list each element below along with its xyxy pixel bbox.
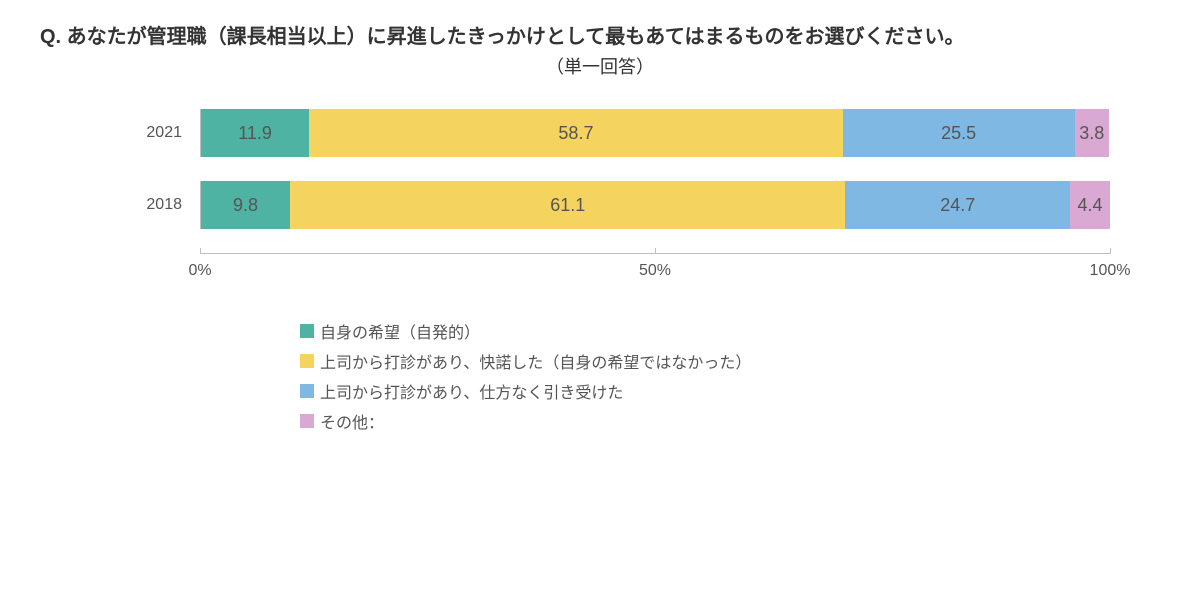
legend-item: 自身の希望（自発的） (300, 319, 1160, 343)
bar-segment: 58.7 (309, 109, 843, 157)
bar-segment: 3.8 (1075, 109, 1110, 157)
legend-label: その他： (320, 409, 384, 433)
bar-segment: 24.7 (845, 181, 1070, 229)
legend-label: 自身の希望（自発的） (320, 319, 480, 343)
axis-tick (200, 248, 201, 254)
chart-legend: 自身の希望（自発的） 上司から打診があり、快諾した（自身の希望ではなかった） 上司か… (300, 319, 1160, 433)
x-axis: 0%50%100% (200, 253, 1110, 289)
bar-segment: 4.4 (1070, 181, 1110, 229)
bar-row: 20189.861.124.74.4 (120, 181, 1110, 229)
legend-label: 上司から打診があり、仕方なく引き受けた (320, 379, 623, 403)
bar-segment: 9.8 (201, 181, 290, 229)
question-title: Q. あなたが管理職（課長相当以上）に昇進したきっかけとして最もあてはまるものを… (40, 20, 1160, 49)
legend-item: その他： (300, 409, 1160, 433)
legend-label: 上司から打診があり、快諾した（自身の希望ではなかった） (320, 349, 751, 373)
legend-item: 上司から打診があり、仕方なく引き受けた (300, 379, 1160, 403)
axis-tick-label: 0% (188, 262, 211, 280)
axis-tick-label: 50% (639, 262, 671, 280)
legend-item: 上司から打診があり、快諾した（自身の希望ではなかった） (300, 349, 1160, 373)
bar-row: 202111.958.725.53.8 (120, 109, 1110, 157)
question-subtitle: （単一回答） (40, 53, 1160, 79)
stacked-bar-chart: 202111.958.725.53.820189.861.124.74.40%5… (120, 109, 1110, 289)
legend-swatch (300, 354, 314, 368)
bar-track: 11.958.725.53.8 (200, 109, 1110, 157)
legend-swatch (300, 324, 314, 338)
bar-segment: 61.1 (290, 181, 845, 229)
bar-track: 9.861.124.74.4 (200, 181, 1110, 229)
bar-segment: 11.9 (201, 109, 309, 157)
legend-swatch (300, 414, 314, 428)
axis-tick-label: 100% (1090, 262, 1131, 280)
legend-swatch (300, 384, 314, 398)
axis-tick (1110, 248, 1111, 254)
bar-segment: 25.5 (843, 109, 1075, 157)
bar-category-label: 2018 (120, 196, 200, 214)
bar-category-label: 2021 (120, 124, 200, 142)
axis-tick (655, 248, 656, 254)
